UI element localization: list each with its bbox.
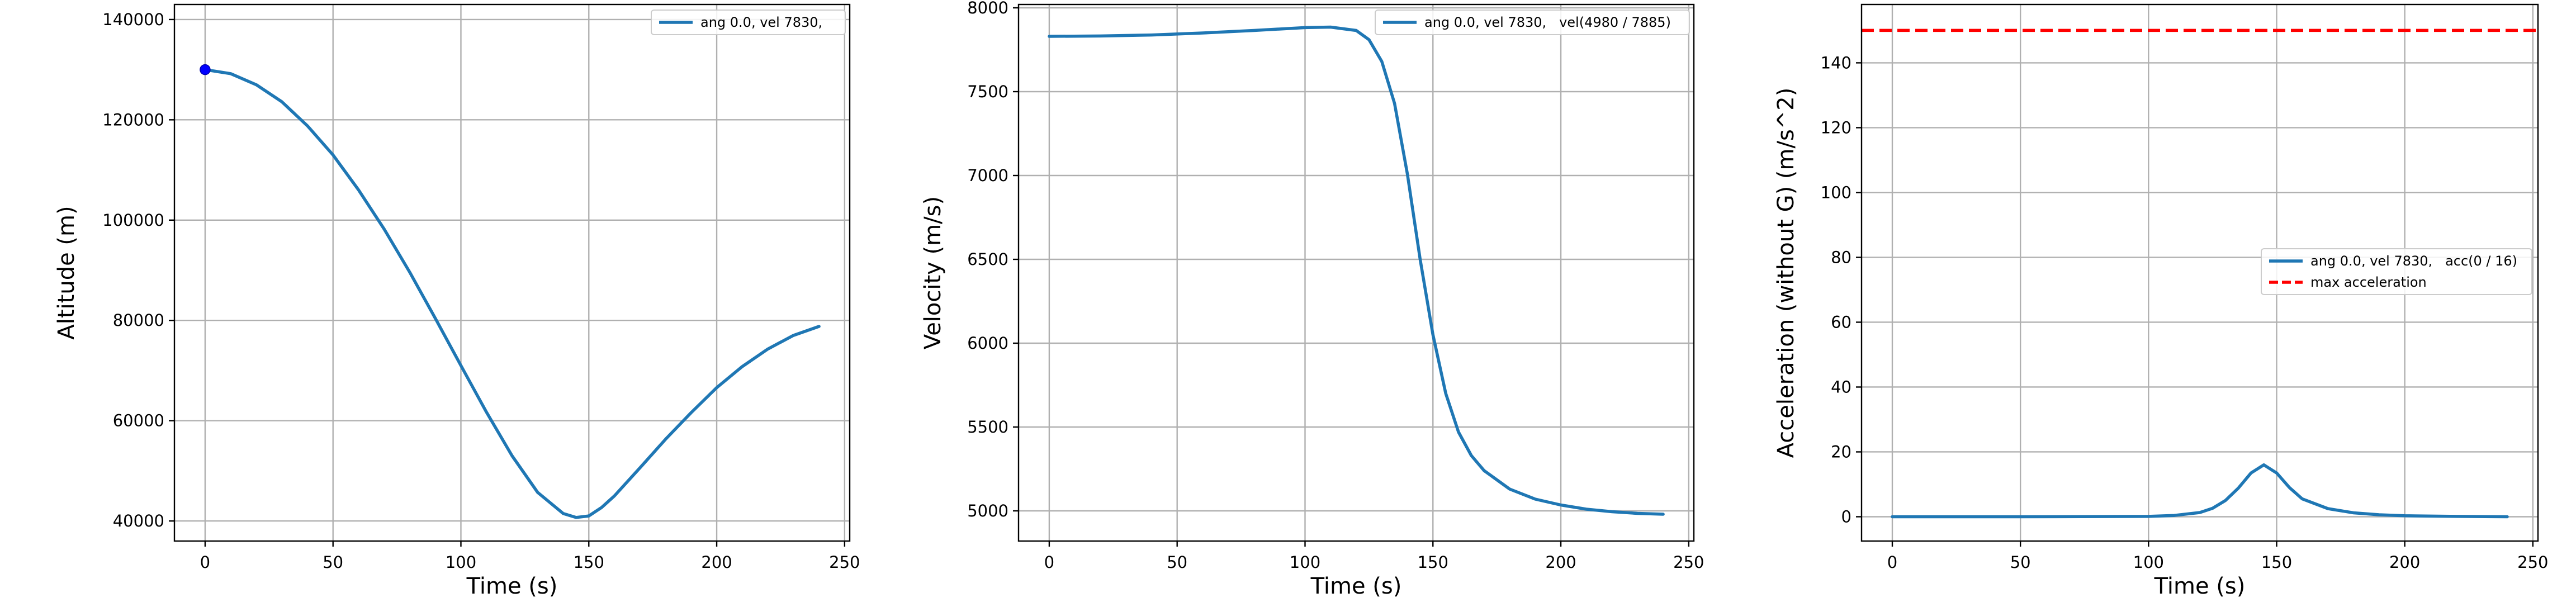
y-tick-label: 100 — [1821, 183, 1852, 202]
axes-frame — [1017, 3, 1695, 542]
y-tick-label: 20 — [1831, 442, 1852, 461]
series-line-0 — [203, 68, 821, 519]
y-axis-label: Velocity (m/s) — [920, 196, 946, 349]
y-tick-label: 7000 — [967, 166, 1008, 185]
legend: ang 0.0, vel 7830, vel(4980 / 7885) — [1375, 10, 1690, 35]
x-tick-label: 200 — [1545, 553, 1576, 572]
legend-label-0: ang 0.0, vel 7830, acc(0 / 16) — [2310, 253, 2517, 269]
x-tick-label: 150 — [2261, 553, 2292, 572]
series-group — [200, 64, 821, 519]
series-line-0 — [1891, 463, 2509, 519]
x-axis-label: Time (s) — [2154, 573, 2246, 599]
x-tick-label: 100 — [446, 553, 476, 572]
axes-frame — [173, 3, 851, 542]
x-tick-label: 250 — [2517, 553, 2548, 572]
x-tick-label: 0 — [1887, 553, 1897, 572]
legend-box — [2261, 248, 2532, 295]
y-tick-label: 120 — [1821, 118, 1852, 137]
x-tick-label: 150 — [574, 553, 604, 572]
x-tick-label: 250 — [829, 553, 860, 572]
altitude-chart: 0 50 100 150 200 250 40000 60000 80000 100000 1200… — [54, 3, 860, 599]
x-tick-label: 100 — [1290, 553, 1320, 572]
acceleration-chart: 0 50 100 150 200 250 0 20 40 60 80 100 120 140 Time (s… — [1773, 3, 2549, 599]
legend-box — [651, 10, 846, 35]
y-tick-label: 80000 — [113, 311, 164, 330]
y-tick-label: 60000 — [113, 411, 164, 430]
y-tick-label: 0 — [1841, 507, 1852, 526]
legend-label-0: ang 0.0, vel 7830, vel(4980 / 7885) — [1424, 15, 1671, 30]
legend-label-1: max acceleration — [2310, 274, 2427, 290]
x-axis-label: Time (s) — [1310, 573, 1402, 599]
grid — [1019, 4, 1694, 541]
x-tick-label: 150 — [1418, 553, 1448, 572]
y-tick-label: 6000 — [967, 334, 1008, 353]
x-tick-label: 50 — [323, 553, 343, 572]
x-tick-label: 250 — [1673, 553, 1704, 572]
grid — [174, 4, 850, 541]
series-group — [1048, 25, 1665, 516]
legend: ang 0.0, vel 7830, — [651, 10, 846, 35]
x-tick-label: 100 — [2133, 553, 2164, 572]
y-tick-label: 40 — [1831, 377, 1852, 396]
velocity-chart: 0 50 100 150 200 250 5000 5500 6000 6500 7000 7500 8… — [920, 0, 1704, 599]
y-tick-label: 140000 — [102, 10, 164, 29]
y-tick-label: 5000 — [967, 501, 1008, 520]
y-tick-label: 5500 — [967, 418, 1008, 437]
x-tick-label: 50 — [2010, 553, 2031, 572]
axes-frame — [1860, 3, 2539, 542]
x-tick-label: 200 — [701, 553, 732, 572]
series-group — [1862, 29, 2538, 519]
legend-label-0: ang 0.0, vel 7830, — [700, 15, 822, 30]
series-line-0 — [1048, 25, 1665, 516]
data-point-marker — [200, 64, 211, 75]
y-tick-label: 60 — [1831, 312, 1852, 331]
y-tick-label: 7500 — [967, 82, 1008, 101]
legend-box — [1375, 10, 1690, 35]
x-tick-label: 200 — [2389, 553, 2420, 572]
y-tick-label: 120000 — [102, 110, 164, 129]
y-axis-label: Acceleration (without G) (m/s^2) — [1773, 88, 1799, 458]
y-tick-label: 40000 — [113, 511, 164, 530]
x-tick-label: 0 — [1044, 553, 1054, 572]
y-tick-label: 140 — [1821, 53, 1852, 72]
x-tick-label: 0 — [200, 553, 210, 572]
y-axis-label: Altitude (m) — [54, 206, 79, 339]
y-tick-label: 6500 — [967, 250, 1008, 269]
y-tick-label: 8000 — [967, 0, 1008, 17]
legend: ang 0.0, vel 7830, acc(0 / 16) max accele… — [2261, 248, 2532, 295]
y-tick-label: 100000 — [102, 211, 164, 230]
x-tick-label: 50 — [1167, 553, 1187, 572]
y-tick-label: 80 — [1831, 248, 1852, 267]
x-axis-label: Time (s) — [466, 573, 558, 599]
